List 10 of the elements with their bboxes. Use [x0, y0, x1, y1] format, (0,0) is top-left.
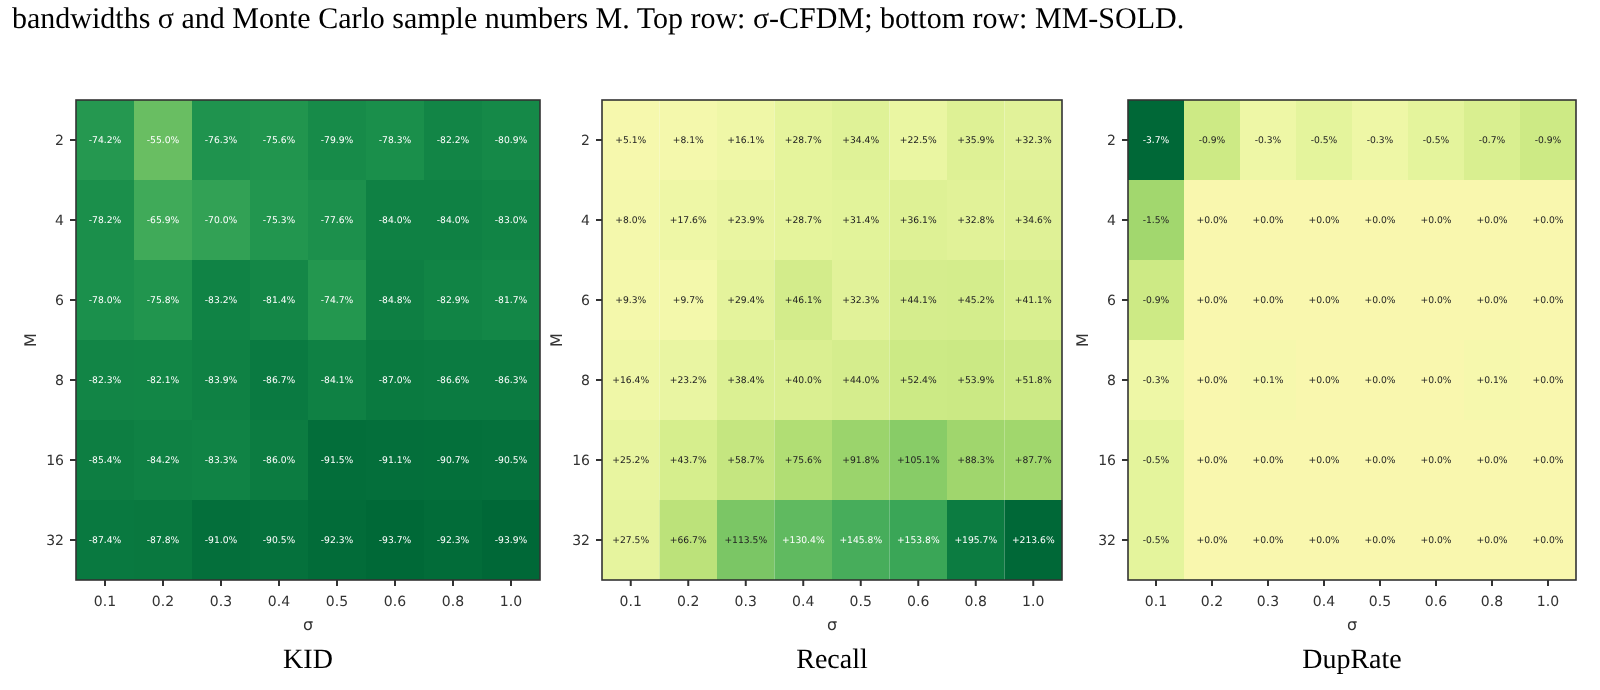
x-axis-title: σ [826, 616, 838, 634]
text: bandwidths σ and Monte Carlo sample numbers M. Top row: σ-CFDM; bottom row: MM-SOLD. [12, 4, 1185, 36]
text: DupRate [1302, 646, 1402, 676]
y-axis-title: M [548, 332, 566, 347]
text: KID [283, 646, 333, 676]
text: Recall [796, 646, 868, 676]
x-axis-title: σ [302, 616, 314, 634]
x-axis-title: σ [1346, 616, 1358, 634]
y-axis-title: M [1074, 332, 1092, 347]
y-axis-title: M [22, 332, 40, 347]
